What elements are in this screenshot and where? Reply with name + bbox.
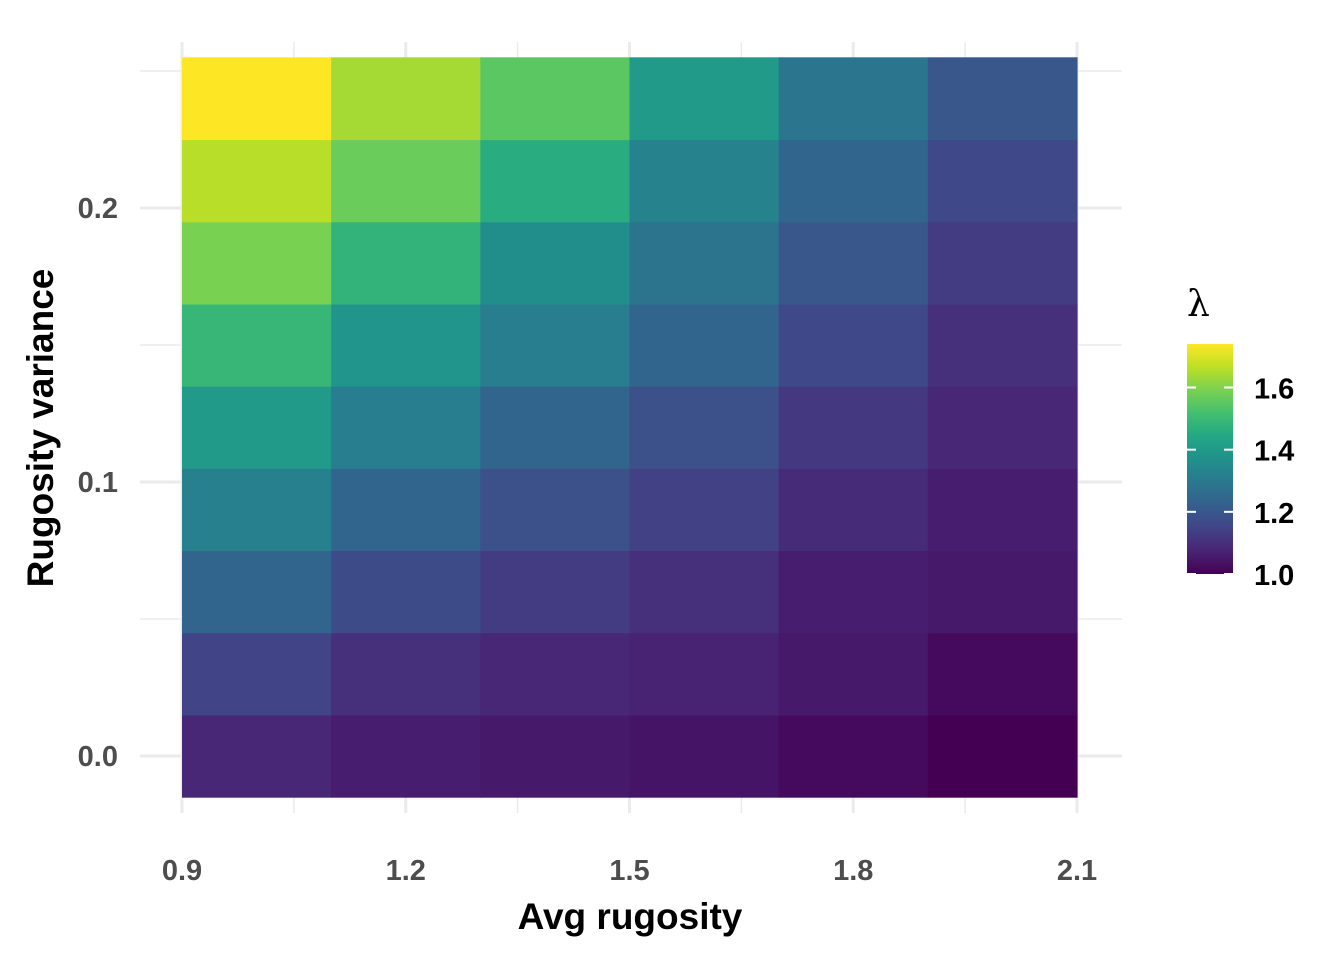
heatmap-cell [927,221,1078,305]
heatmap-cell [629,468,780,552]
heatmap-cell [629,550,780,634]
y-axis-title: Rugosity variance [20,269,61,588]
colorbar-tick-label: 1.2 [1254,498,1294,530]
heatmap-cell [778,139,929,223]
heatmap-cell [331,714,481,798]
heatmap-cell [927,303,1078,387]
heatmap-cell [182,57,332,141]
x-tick-label: 1.5 [609,855,649,887]
heatmap-cell [778,303,929,387]
heatmap-cell [629,303,780,387]
heatmap-cell [778,386,929,469]
x-axis-title: Avg rugosity [518,896,743,937]
heatmap-cell [927,714,1078,798]
heatmap-cell [778,468,929,552]
x-tick-labels: 0.9 1.2 1.5 1.8 2.1 [162,855,1097,887]
heatmap-cell [778,550,929,634]
colorbar-tick-label: 1.0 [1254,560,1294,592]
heatmap-cell [629,632,780,716]
heatmap-cell [182,386,332,469]
x-tick-label: 1.8 [833,855,873,887]
heatmap-cell [927,386,1078,469]
heatmap-cells [182,57,1078,798]
heatmap-cell [182,468,332,552]
colorbar-legend: λ 1.0 1.2 1.4 1.6 [1187,284,1294,592]
heatmap-cell [480,714,631,798]
y-tick-labels: 0.0 0.1 0.2 [78,193,118,773]
heatmap-cell [480,57,631,141]
heatmap-cell [629,386,780,469]
heatmap-cell [331,139,481,223]
heatmap-cell [480,303,631,387]
heatmap-cell [927,57,1078,141]
heatmap-cell [778,632,929,716]
heatmap-cell [182,632,332,716]
heatmap-cell [629,714,780,798]
heatmap-cell [331,550,481,634]
colorbar-ticks: 1.0 1.2 1.4 1.6 [1187,374,1294,592]
heatmap-cell [182,303,332,387]
heatmap-cell [778,714,929,798]
x-tick-label: 0.9 [162,855,202,887]
heatmap-cell [331,303,481,387]
heatmap-cell [629,139,780,223]
heatmap-cell [927,632,1078,716]
heatmap-cell [778,57,929,141]
heatmap-cell [480,139,631,223]
colorbar-tick-label: 1.4 [1254,436,1294,468]
heatmap-cell [480,221,631,305]
heatmap-cell [182,139,332,223]
x-tick-label: 2.1 [1057,855,1097,887]
heatmap-cell [480,468,631,552]
heatmap-cell [778,221,929,305]
heatmap-cell [331,221,481,305]
colorbar-gradient [1187,344,1233,574]
heatmap-cell [480,386,631,469]
y-tick-label: 0.1 [78,467,118,499]
heatmap-cell [182,550,332,634]
heatmap-cell [331,468,481,552]
y-tick-label: 0.0 [78,741,118,773]
colorbar-tick-label: 1.6 [1254,374,1294,406]
colorbar-title: λ [1187,284,1210,325]
heatmap-cell [480,632,631,716]
heatmap-cell [331,57,481,141]
heatmap-cell [182,221,332,305]
heatmap-cell [331,386,481,469]
heatmap-cell [182,714,332,798]
y-tick-label: 0.2 [78,193,118,225]
heatmap-cell [927,139,1078,223]
heatmap-cell [629,57,780,141]
heatmap-cell [480,550,631,634]
x-tick-label: 1.2 [386,855,426,887]
heatmap-cell [629,221,780,305]
heatmap-cell [927,550,1078,634]
heatmap-cell [927,468,1078,552]
heatmap-cell [331,632,481,716]
